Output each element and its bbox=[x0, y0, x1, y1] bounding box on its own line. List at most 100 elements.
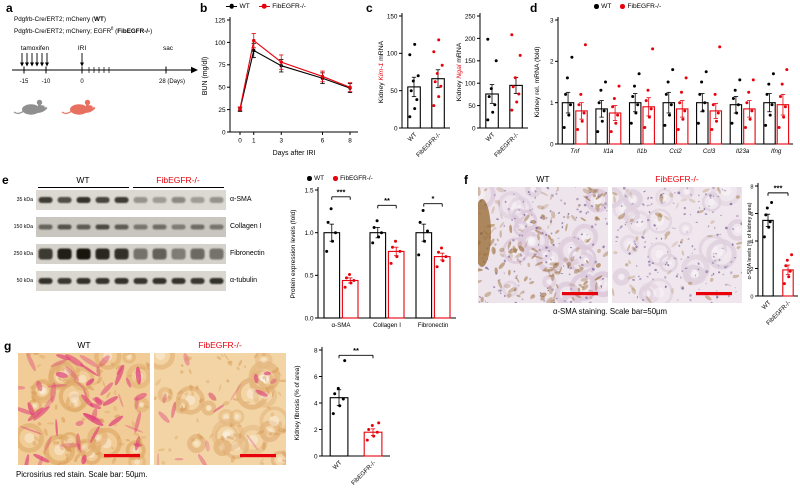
panel-f-label: f bbox=[464, 173, 468, 187]
svg-text:Kidney rel. mRNA (fold): Kidney rel. mRNA (fold) bbox=[534, 46, 541, 117]
kidney-fibrosis-bar-chart: 0 2 4 6 8 Kidney fibrosis (% of area) WT FibEGF… bbox=[294, 346, 390, 487]
svg-text:8: 8 bbox=[750, 184, 753, 190]
panel-d: d WT FibEGFR-/- 0 1 2 3 Kidney rel. mRNA (fo… bbox=[530, 2, 798, 170]
wt-group-overline bbox=[38, 187, 129, 188]
tick-minus10: -10 bbox=[42, 79, 51, 85]
g-caption: Picrosirius red stain. Scale bar: 50µm. bbox=[16, 470, 148, 479]
g-ko-header: FibEGFR-/- bbox=[198, 340, 242, 350]
svg-text:3: 3 bbox=[279, 138, 283, 145]
bun-line-chart: 0 25 50 75 100 125 BUN (mg/dl) 0 1 3 6 8 Days after … bbox=[202, 17, 358, 157]
svg-text:0: 0 bbox=[750, 294, 753, 300]
svg-text:150: 150 bbox=[387, 13, 398, 20]
svg-text:0: 0 bbox=[394, 125, 398, 132]
svg-text:0.0: 0.0 bbox=[305, 315, 314, 322]
wt-dot-marker bbox=[307, 176, 312, 181]
svg-text:4: 4 bbox=[750, 239, 753, 245]
svg-text:0: 0 bbox=[314, 453, 318, 460]
fibronectin-blot-strip bbox=[36, 244, 226, 264]
svg-text:Ccl2: Ccl2 bbox=[669, 148, 682, 155]
svg-text:0: 0 bbox=[238, 138, 242, 145]
kda-label-250: 250 kDa bbox=[13, 251, 33, 257]
svg-text:0: 0 bbox=[222, 129, 226, 136]
svg-text:6: 6 bbox=[750, 212, 753, 218]
panel-b-legend: WT FibEGFR-/- bbox=[226, 3, 306, 10]
blot-group-wt-header: WT bbox=[76, 175, 90, 185]
svg-text:200: 200 bbox=[465, 36, 476, 43]
kda-label-150: 150 kDa bbox=[13, 224, 33, 230]
wt-legend-label: WT bbox=[314, 175, 325, 182]
svg-text:Ifng: Ifng bbox=[771, 148, 782, 155]
panel-b-label: b bbox=[200, 1, 208, 15]
ko-picrosirius-image bbox=[154, 353, 286, 465]
svg-text:*: * bbox=[432, 194, 435, 203]
g-wt-header: WT bbox=[77, 340, 91, 350]
collagen1-blot-strip bbox=[36, 217, 226, 237]
svg-text:Il1b: Il1b bbox=[637, 148, 648, 155]
svg-text:50: 50 bbox=[390, 88, 398, 95]
svg-text:Fibronectin: Fibronectin bbox=[418, 322, 449, 329]
wt-picrosirius-image bbox=[18, 353, 150, 465]
tamoxifen-arrows bbox=[21, 53, 83, 63]
tick-zero: 0 bbox=[80, 79, 84, 85]
panel-g-label: g bbox=[4, 339, 12, 353]
svg-text:Collagen I: Collagen I bbox=[373, 322, 401, 329]
ko-legend-label: FibEGFR-/- bbox=[340, 175, 373, 182]
ko-mouse-icon bbox=[61, 99, 97, 116]
svg-text:Days after IRI: Days after IRI bbox=[273, 150, 316, 157]
genotype-wt: Pdgfrb-Cre/ERT2; mCherry (WT) bbox=[14, 16, 106, 23]
ko-legend-label: FibEGFR-/- bbox=[272, 3, 306, 10]
svg-text:***: *** bbox=[337, 187, 346, 196]
blot-group-ko-header: FibEGFR-/- bbox=[156, 175, 200, 185]
svg-text:6: 6 bbox=[321, 138, 325, 145]
svg-text:Kidney Ngal mRNA: Kidney Ngal mRNA bbox=[456, 42, 463, 101]
svg-text:0: 0 bbox=[472, 125, 476, 132]
panel-c-label: c bbox=[366, 1, 373, 15]
post-iri-ticks bbox=[88, 67, 110, 73]
svg-text:100: 100 bbox=[387, 51, 398, 58]
svg-text:Protein expression levels (fol: Protein expression levels (fold) bbox=[290, 210, 297, 299]
wt-dot-marker bbox=[594, 4, 599, 9]
svg-text:100: 100 bbox=[465, 81, 476, 88]
svg-text:1: 1 bbox=[550, 100, 554, 107]
svg-text:8: 8 bbox=[348, 138, 352, 145]
svg-text:WT: WT bbox=[761, 299, 773, 311]
tick-28-days: 28 (Days) bbox=[159, 79, 185, 85]
wt-legend-label: WT bbox=[601, 3, 612, 10]
svg-text:6: 6 bbox=[314, 374, 318, 381]
ko-dot-marker bbox=[333, 176, 338, 181]
ko-dot-marker bbox=[620, 4, 625, 9]
wt-line-marker bbox=[226, 4, 237, 9]
panel-c: c 0 50 100 150 Kidney Kim-1 mRNA WT FibEGFR-/-… bbox=[366, 2, 530, 176]
panel-e-legend: WT FibEGFR-/- bbox=[307, 175, 373, 182]
panel-a-label: a bbox=[6, 1, 13, 15]
ngal-bar-chart: 0 50 100 150 200 250 Kidney Ngal mRNA WTFibEGFR… bbox=[456, 13, 528, 159]
svg-text:8: 8 bbox=[314, 347, 318, 354]
wt-mouse-icon bbox=[13, 99, 49, 116]
svg-text:Tnf: Tnf bbox=[570, 148, 580, 155]
panel-g: g WT FibEGFR-/- Picrosirius red stain. S… bbox=[2, 340, 402, 498]
svg-text:2: 2 bbox=[314, 427, 318, 434]
kda-label-50: 50 kDa bbox=[16, 278, 33, 284]
svg-text:1: 1 bbox=[252, 138, 256, 145]
f-ko-header: FibEGFR-/- bbox=[655, 174, 699, 184]
svg-text:50: 50 bbox=[468, 103, 476, 110]
protein-expression-bar-chart: 0.0 0.5 1.0 1.5 Protein expression levels (f… bbox=[290, 187, 456, 329]
tick-minus15: -15 bbox=[20, 79, 29, 85]
svg-text:α-SMA: α-SMA bbox=[331, 322, 351, 329]
svg-text:**: ** bbox=[353, 346, 359, 355]
band-label-tubulin: α-tubulin bbox=[230, 277, 258, 284]
wt-asma-staining-image bbox=[478, 187, 608, 303]
svg-text:150: 150 bbox=[465, 58, 476, 65]
svg-text:α-SMA levels (% of kidney area: α-SMA levels (% of kidney area) bbox=[747, 202, 753, 279]
panel-f: f WT FibEGFR-/- α-SMA staining. Scale ba… bbox=[460, 174, 800, 338]
svg-text:***: *** bbox=[774, 183, 783, 192]
svg-text:WT: WT bbox=[485, 131, 497, 143]
svg-text:1.0: 1.0 bbox=[305, 230, 314, 237]
panel-d-legend: WT FibEGFR-/- bbox=[594, 3, 661, 10]
panel-a: a Pdgfrb-Cre/ERT2; mCherry (WT) Pdgfrb-C… bbox=[4, 2, 202, 174]
svg-text:4: 4 bbox=[314, 400, 318, 407]
wt-legend-label: WT bbox=[239, 3, 250, 10]
svg-text:2: 2 bbox=[550, 59, 554, 66]
sac-label: sac bbox=[163, 45, 174, 52]
